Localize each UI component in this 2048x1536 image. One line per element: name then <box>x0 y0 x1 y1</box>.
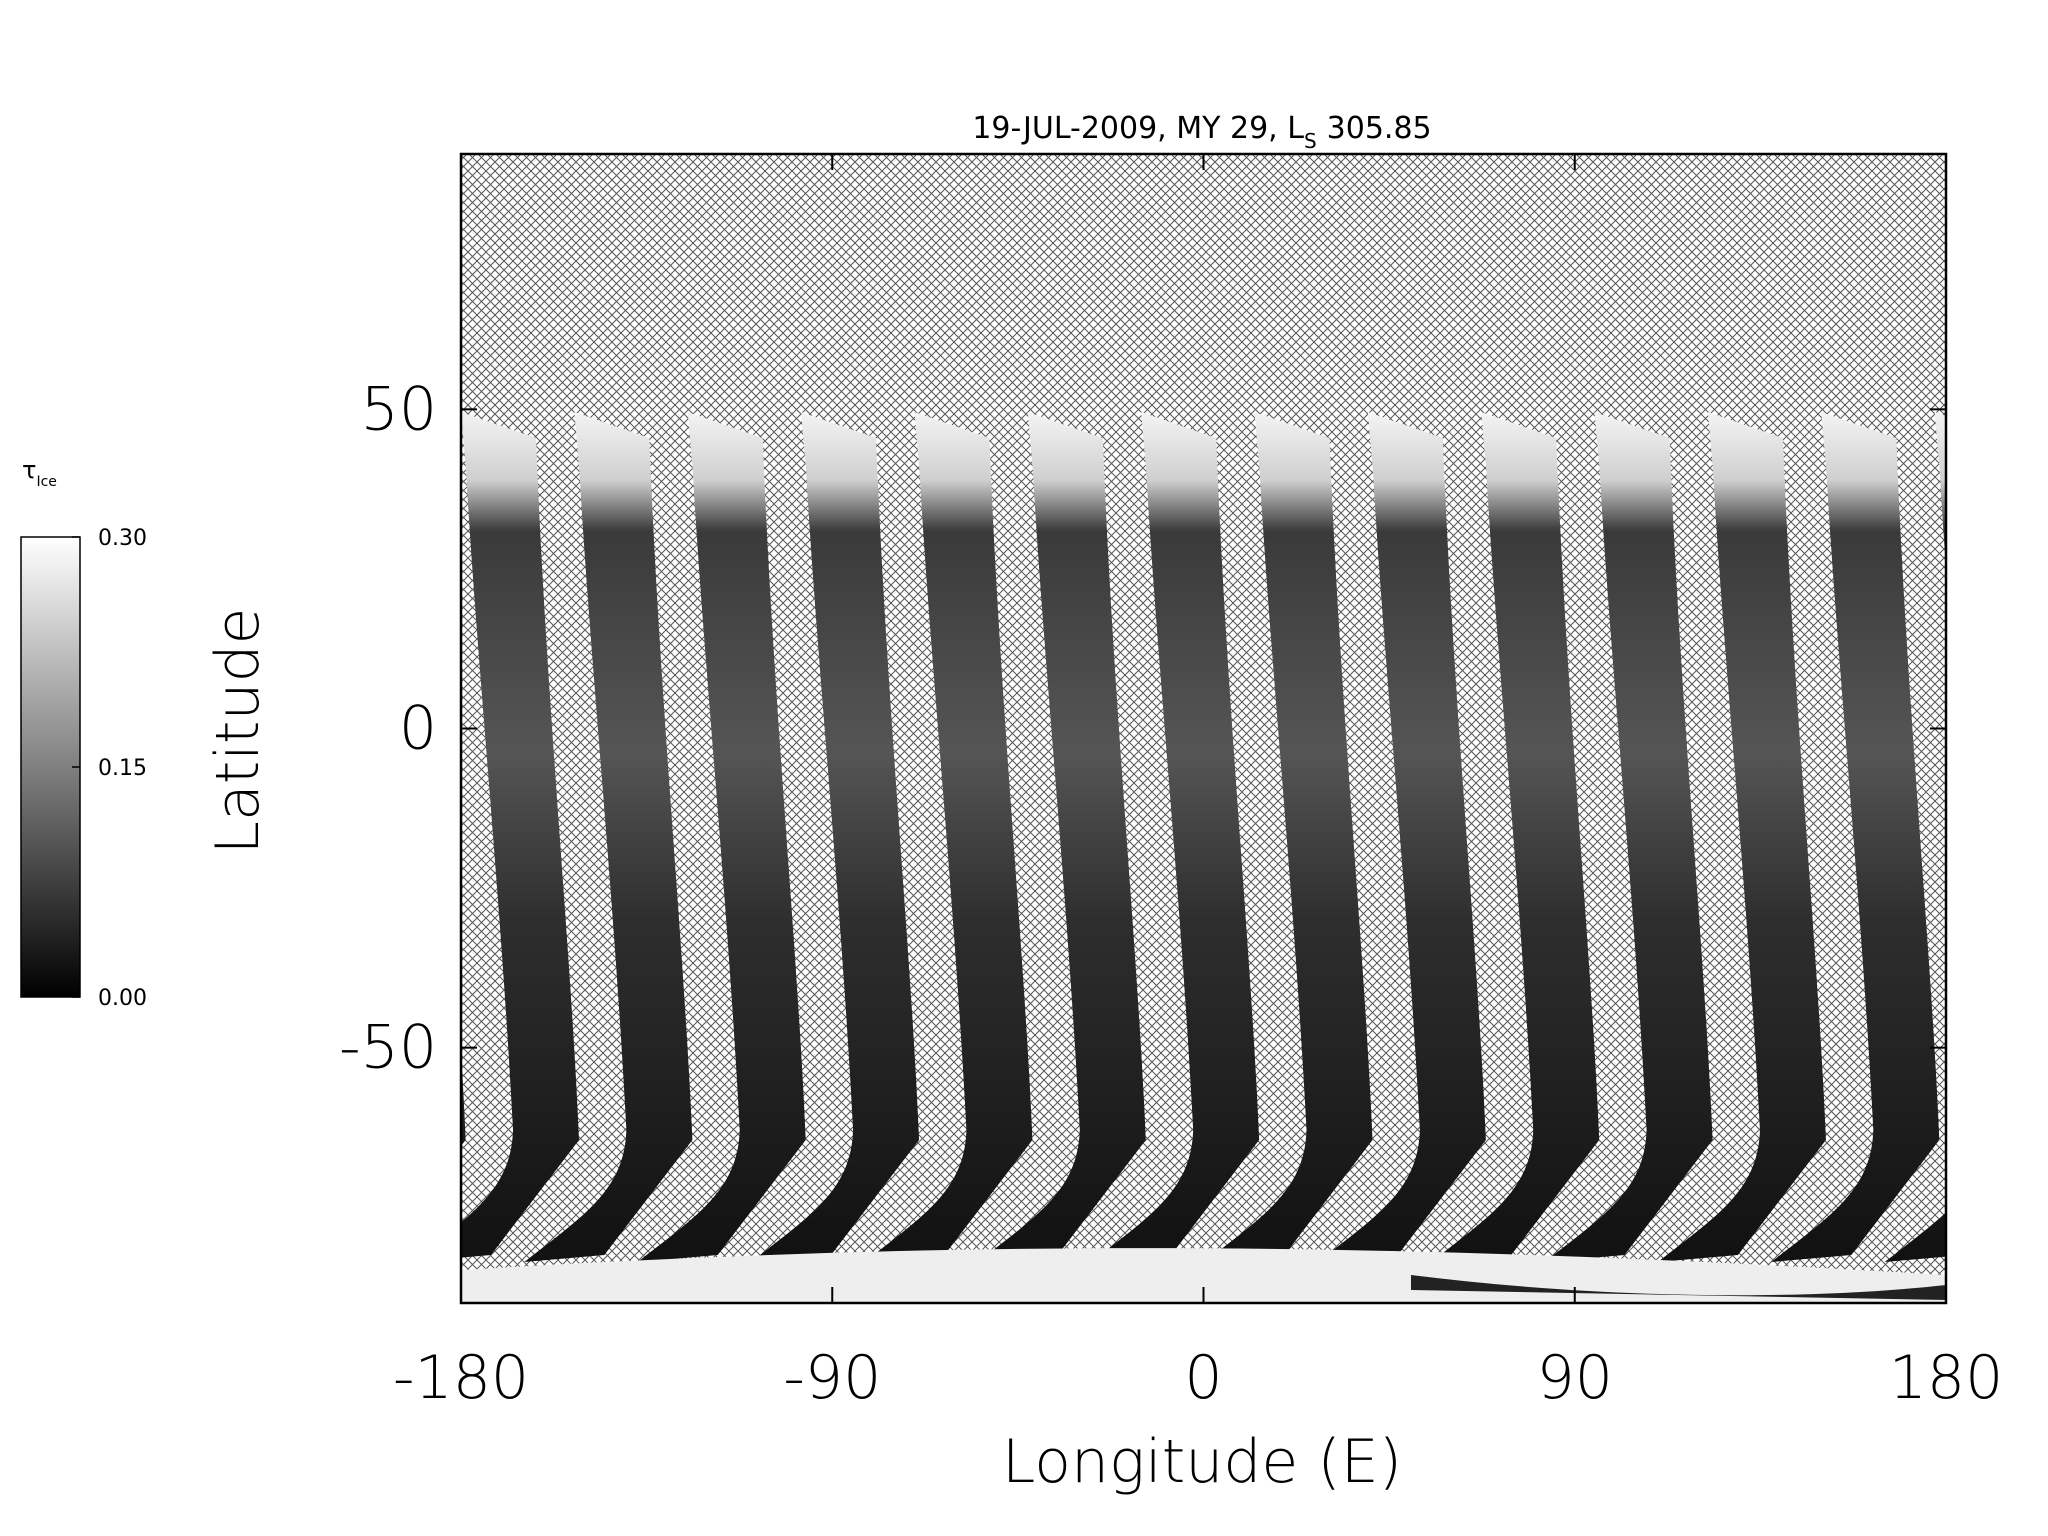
swath <box>461 1050 466 1147</box>
colorbar-tick-label: 0.15 <box>98 756 147 781</box>
x-tick-label: 0 <box>1184 1343 1222 1413</box>
colorbar-subscript: Ice <box>36 474 56 490</box>
x-tick-label: 90 <box>1537 1343 1613 1413</box>
title-suffix: 305.85 <box>1327 111 1432 146</box>
swath <box>751 412 920 1262</box>
swath <box>1431 412 1600 1262</box>
colorbar-tick-label: 0.30 <box>98 526 147 551</box>
swath <box>524 412 693 1262</box>
swath <box>637 412 806 1262</box>
colorbar-symbol: τ <box>22 456 36 484</box>
colorbar-tick-label: 0.00 <box>98 986 147 1011</box>
y-tick-label: 0 <box>399 694 437 764</box>
x-axis-label: Longitude (E) <box>1002 1427 1402 1497</box>
title-subscript: S <box>1304 129 1317 153</box>
y-axis-label: Latitude <box>203 608 273 855</box>
colorbar <box>20 536 81 998</box>
swath <box>461 412 579 1258</box>
swath <box>1657 412 1826 1262</box>
swath <box>1317 412 1486 1262</box>
swath <box>977 412 1146 1262</box>
polar-shadow <box>1411 1275 1946 1300</box>
x-tick-label: -90 <box>783 1343 881 1413</box>
swath <box>1771 412 1940 1262</box>
chart-title: 19-JUL-2009, MY 29, LS 305.85 <box>972 111 1431 153</box>
swaths <box>461 412 1946 1303</box>
swath <box>1091 412 1260 1262</box>
colorbar-label: τIce <box>22 456 57 490</box>
y-tick-label: -50 <box>339 1013 437 1083</box>
y-tick-label: 50 <box>361 374 437 444</box>
swath <box>1204 412 1373 1262</box>
x-tick-label: -180 <box>393 1343 529 1413</box>
swath <box>1544 412 1713 1262</box>
title-text: 19-JUL-2009, MY 29, L <box>972 111 1304 146</box>
swath <box>864 412 1033 1262</box>
x-tick-label: 180 <box>1889 1343 2004 1413</box>
